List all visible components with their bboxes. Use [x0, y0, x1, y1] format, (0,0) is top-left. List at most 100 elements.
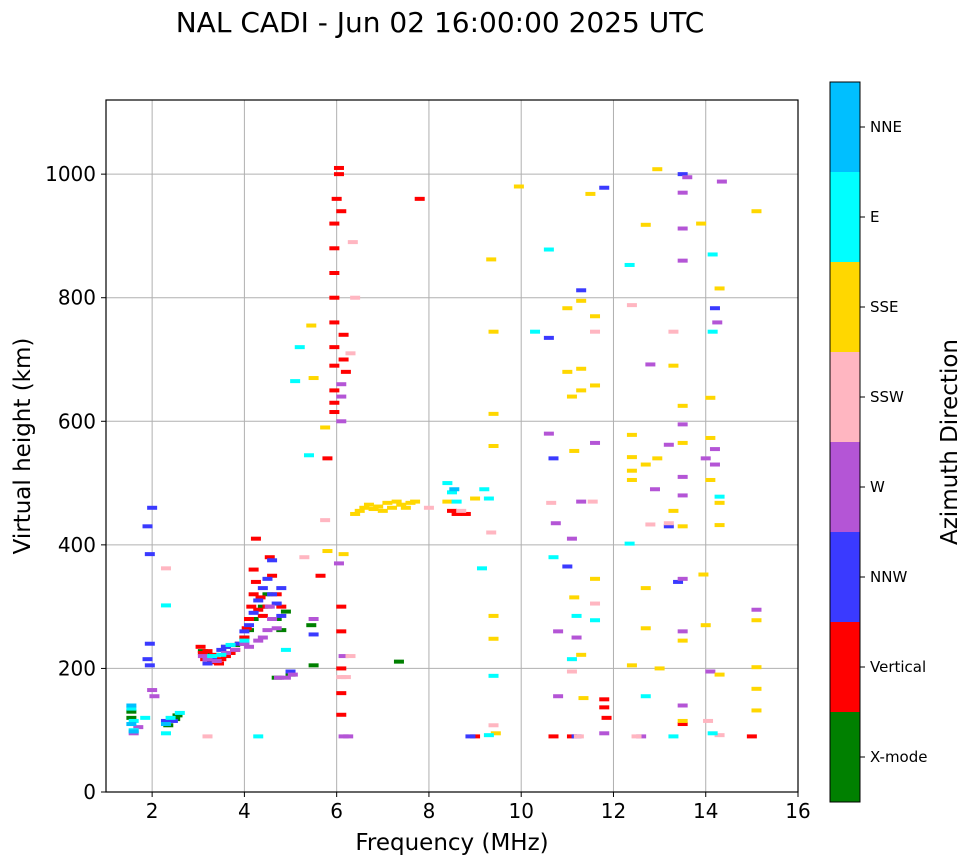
data-point-nne: [160, 722, 171, 727]
data-point-e: [476, 566, 487, 571]
data-point-e: [548, 555, 559, 560]
chart-title: NAL CADI - Jun 02 16:00:00 2025 UTC: [176, 6, 705, 39]
data-point-x-mode: [308, 663, 319, 668]
data-point-w: [649, 487, 660, 492]
data-point-w: [576, 499, 587, 504]
data-point-w: [682, 175, 693, 180]
data-point-vertical: [451, 511, 462, 516]
data-point-vertical: [338, 357, 349, 362]
data-point-sse: [652, 456, 663, 461]
data-point-w: [280, 675, 291, 680]
colorbar-segment: [830, 352, 860, 442]
data-point-w: [211, 659, 222, 664]
data-point-vertical: [336, 604, 347, 609]
data-point-ssw: [320, 518, 331, 523]
data-point-w: [677, 226, 688, 231]
data-point-ssw: [703, 718, 714, 723]
data-point-vertical: [460, 511, 471, 516]
data-point-sse: [410, 499, 421, 504]
data-point-vertical: [329, 320, 340, 325]
data-point-e: [160, 731, 171, 736]
data-point-e: [225, 642, 236, 647]
data-point-sse: [714, 523, 725, 528]
data-point-sse: [751, 665, 762, 670]
data-point-e: [640, 694, 651, 699]
data-point-nnw: [160, 718, 171, 723]
data-point-nnw: [465, 734, 476, 739]
data-point-w: [202, 657, 213, 662]
data-point-e: [483, 733, 494, 738]
data-point-sse: [705, 395, 716, 400]
data-point-w: [253, 638, 264, 643]
data-point-w: [336, 394, 347, 399]
data-point-vertical: [336, 629, 347, 634]
data-point-w: [336, 419, 347, 424]
data-point-sse: [320, 425, 331, 430]
data-point-sse: [391, 499, 402, 504]
data-point-e: [543, 247, 554, 252]
data-point-sse: [322, 549, 333, 554]
data-point-sse: [382, 500, 393, 505]
data-point-vertical: [329, 363, 340, 368]
data-point-sse: [640, 586, 651, 591]
data-point-x-mode: [172, 713, 183, 718]
data-point-e: [451, 499, 462, 504]
data-point-e: [207, 654, 218, 659]
data-point-sse: [513, 184, 524, 189]
colorbar-segment: [830, 622, 860, 712]
data-point-w: [267, 617, 278, 621]
data-point-sse: [576, 388, 587, 393]
data-point-e: [442, 481, 453, 486]
plot-frame: [105, 99, 799, 793]
data-point-x-mode: [126, 715, 137, 720]
data-point-vertical: [241, 626, 252, 631]
data-point-sse: [488, 613, 499, 618]
data-point-nnw: [562, 564, 573, 569]
data-point-vertical: [331, 196, 342, 201]
x-tick-label: 12: [601, 799, 626, 823]
data-point-sse: [368, 507, 379, 512]
data-point-nnw: [285, 669, 296, 674]
data-point-x-mode: [393, 659, 404, 664]
data-point-w: [677, 474, 688, 479]
data-point-vertical: [329, 295, 340, 300]
data-point-e: [253, 734, 264, 739]
data-point-w: [264, 604, 275, 609]
data-point-sse: [705, 477, 716, 482]
data-point-w: [244, 644, 255, 649]
data-point-e: [165, 715, 176, 720]
data-point-nnw: [262, 576, 273, 581]
data-point-ssw: [566, 669, 577, 674]
data-point-vertical: [447, 508, 457, 513]
data-point-nnw: [276, 586, 287, 591]
data-point-e: [140, 715, 151, 720]
data-point-w: [543, 431, 554, 436]
data-point-e: [128, 718, 139, 723]
data-point-sse: [626, 663, 637, 668]
data-point-sse: [490, 731, 501, 736]
data-point-vertical: [329, 246, 340, 251]
data-point-w: [677, 493, 688, 498]
data-point-vertical: [248, 592, 259, 597]
data-point-w: [550, 521, 561, 526]
data-point-sse: [576, 366, 587, 371]
data-point-e: [566, 657, 577, 662]
data-point-sse: [400, 505, 411, 510]
data-point-e: [530, 329, 541, 334]
data-point-nnw: [144, 641, 155, 646]
data-point-w: [705, 669, 716, 674]
data-point-w: [133, 725, 144, 730]
data-point-sse: [640, 626, 651, 631]
data-point-sse: [486, 257, 497, 262]
data-point-vertical: [267, 573, 278, 578]
data-point-vertical: [257, 613, 268, 618]
data-point-sse: [626, 477, 637, 482]
data-point-ssw: [546, 500, 557, 505]
data-point-nnw: [576, 288, 587, 293]
data-point-x-mode: [306, 623, 317, 628]
data-point-ssw: [340, 675, 351, 680]
colorbar-tick-label: X-mode: [870, 748, 927, 766]
data-point-ssw: [299, 555, 310, 560]
data-point-e: [488, 673, 499, 678]
data-point-sse: [569, 595, 580, 600]
